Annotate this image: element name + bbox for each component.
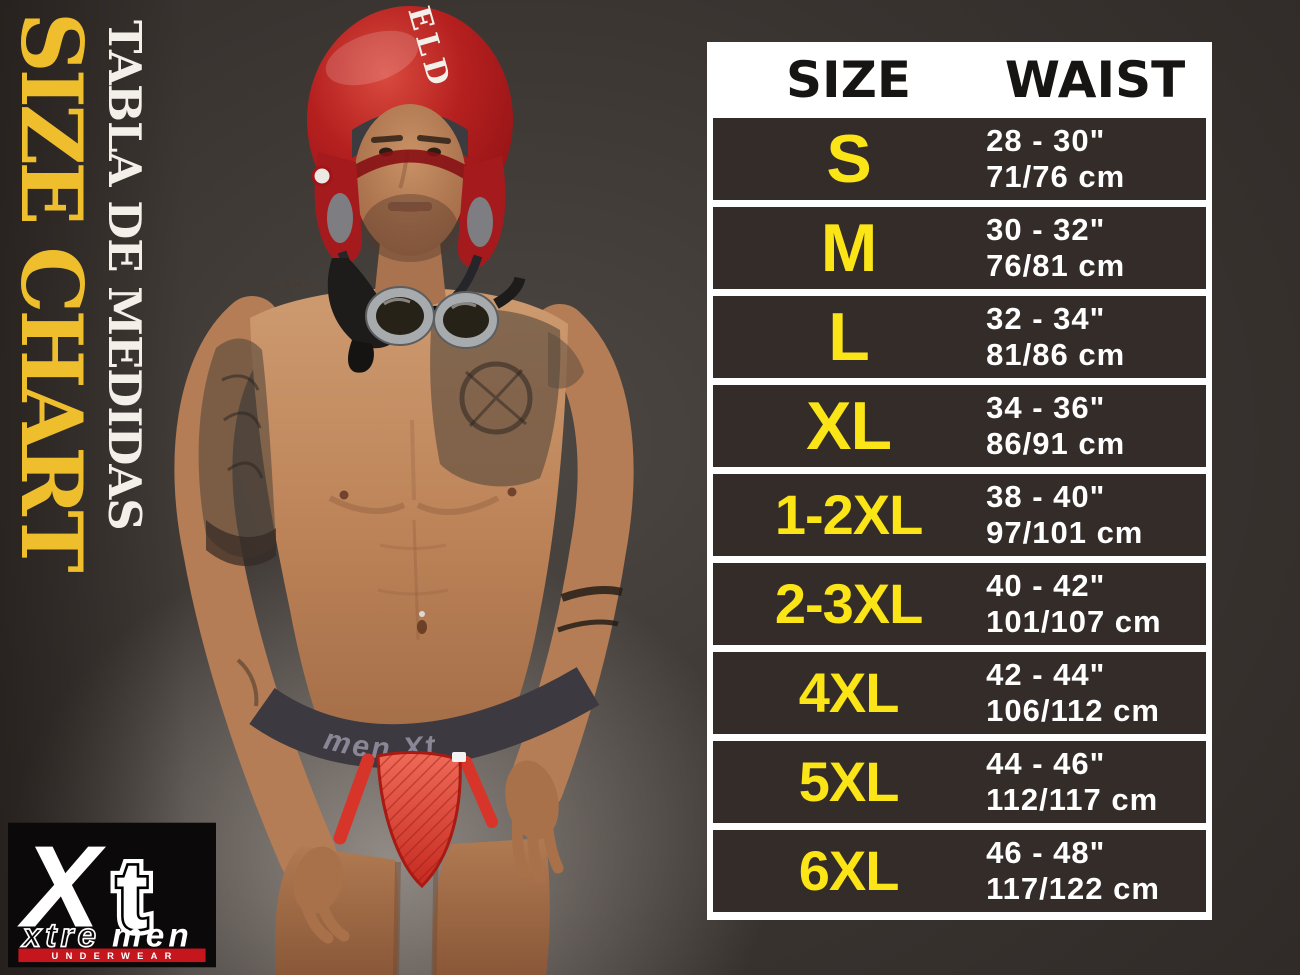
table-row: 5XL 44 - 46" 112/117 cm [713, 734, 1206, 823]
size-cell: L [828, 299, 870, 375]
waist-cm: 97/101 cm [986, 515, 1144, 550]
waist-inches: 32 - 34" [986, 301, 1106, 336]
size-cell: 2-3XL [774, 572, 924, 635]
page-title: SIZE CHART [2, 12, 101, 569]
xtremen-logo: X t t xtre men UNDERWEAR [8, 822, 216, 968]
logo-brand-solid: men [112, 917, 193, 954]
waist-cell: 32 - 34" 81/86 cm [984, 301, 1206, 373]
waist-inches: 28 - 30" [986, 123, 1106, 158]
waist-cell: 34 - 36" 86/91 cm [984, 390, 1206, 462]
waist-cm: 86/91 cm [986, 426, 1126, 461]
waist-cell: 38 - 40" 97/101 cm [984, 479, 1206, 551]
waist-cell: 28 - 30" 71/76 cm [984, 123, 1206, 195]
table-header-row: SIZE WAIST [713, 48, 1206, 111]
logo-background [8, 822, 216, 968]
logo-banner-text: UNDERWEAR [52, 951, 179, 961]
header-waist: WAIST [1004, 50, 1186, 109]
logo-monogram-x: X [17, 822, 107, 952]
table-row: 1-2XL 38 - 40" 97/101 cm [713, 467, 1206, 556]
waist-cm: 106/112 cm [986, 693, 1160, 728]
waist-inches: 42 - 44" [986, 657, 1106, 692]
tattoos [198, 281, 623, 707]
waist-inches: 44 - 46" [986, 746, 1106, 781]
table-row: L 32 - 34" 81/86 cm [713, 289, 1206, 378]
waist-cm: 101/107 cm [986, 604, 1162, 639]
table-row: XL 34 - 36" 86/91 cm [713, 378, 1206, 467]
table-row: 6XL 46 - 48" 117/122 cm [713, 823, 1206, 912]
waist-inches: 40 - 42" [986, 568, 1106, 603]
waist-cm: 76/81 cm [986, 248, 1126, 283]
header-size: SIZE [786, 50, 912, 109]
logo-monogram-t: t [116, 842, 148, 949]
model-hands [293, 760, 564, 944]
waist-inches: 34 - 36" [986, 390, 1106, 425]
waist-inches: 38 - 40" [986, 479, 1106, 514]
size-table: SIZE WAIST S 28 - 30" 71/76 cm M 30 - 32… [707, 42, 1212, 920]
waist-cm: 71/76 cm [986, 159, 1126, 194]
size-cell: S [826, 121, 871, 197]
logo-banner-bar [18, 948, 206, 963]
size-cell: 5XL [798, 750, 900, 813]
table-row: S 28 - 30" 71/76 cm [713, 111, 1206, 200]
table-row: M 30 - 32" 76/81 cm [713, 200, 1206, 289]
goggles [327, 258, 526, 373]
table-row: 4XL 42 - 44" 106/112 cm [713, 645, 1206, 734]
waist-cell: 30 - 32" 76/81 cm [984, 212, 1206, 284]
waist-cell: 46 - 48" 117/122 cm [984, 835, 1206, 907]
waist-inches: 46 - 48" [986, 835, 1106, 870]
waist-cell: 42 - 44" 106/112 cm [984, 657, 1206, 729]
size-cell: 4XL [798, 661, 900, 724]
size-cell: XL [806, 388, 892, 464]
waist-cell: 40 - 42" 101/107 cm [984, 568, 1206, 640]
waist-cell: 44 - 46" 112/117 cm [984, 746, 1206, 818]
model-face [354, 104, 466, 262]
underwear: men Xt [249, 667, 600, 889]
size-cell: 6XL [798, 839, 900, 902]
waist-cm: 112/117 cm [986, 782, 1159, 817]
table-row: 2-3XL 40 - 42" 101/107 cm [713, 556, 1206, 645]
logo-monogram-t-halo: t [116, 842, 148, 949]
page-subtitle: TABLA DE MEDIDAS [98, 20, 151, 530]
size-cell: M [820, 210, 878, 286]
waist-cm: 81/86 cm [986, 337, 1126, 372]
size-cell: 1-2XL [774, 483, 924, 546]
waist-inches: 30 - 32" [986, 212, 1106, 247]
waist-cm: 117/122 cm [986, 871, 1160, 906]
model-photo: men Xt [174, 3, 634, 975]
